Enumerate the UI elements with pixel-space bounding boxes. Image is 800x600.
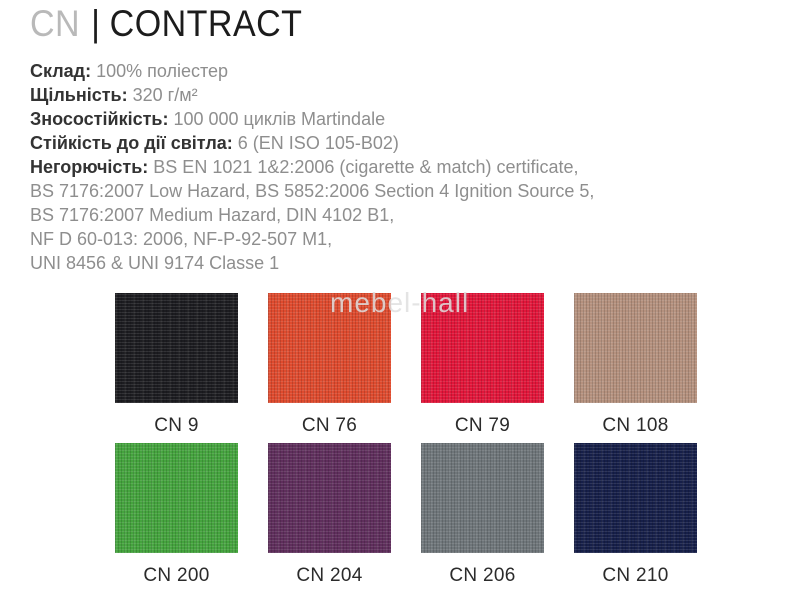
swatch: CN 204 <box>268 443 391 593</box>
swatch: CN 108 <box>574 293 697 443</box>
spec-label: Негорючість: <box>30 157 154 177</box>
swatch: CN 9 <box>115 293 238 443</box>
spec-line: Склад: 100% поліестер <box>30 59 670 83</box>
spec-label: Зносостійкість: <box>30 109 174 129</box>
swatch-sample <box>574 443 697 553</box>
swatch-code: CN 76 <box>301 415 358 436</box>
swatch-sample <box>421 443 544 553</box>
swatch-code: CN 9 <box>154 415 199 436</box>
swatch-sample <box>115 293 238 403</box>
spec-line: Негорючість: BS EN 1021 1&2:2006 (cigare… <box>30 155 670 179</box>
spec-label: Щільність: <box>30 85 133 105</box>
spec-label: Склад: <box>30 61 97 81</box>
page-title: CN | CONTRACT <box>30 4 302 44</box>
swatch-code: CN 206 <box>449 565 516 586</box>
swatch-sample <box>421 293 544 403</box>
swatch-sample <box>115 443 238 553</box>
spec-value: 320 г/м² <box>132 85 198 105</box>
spec-line: Щільність: 320 г/м² <box>30 83 670 107</box>
title-separator: | <box>91 3 101 44</box>
spec-line: UNI 8456 & UNI 9174 Classe 1 <box>30 251 670 275</box>
spec-label: Стійкість до дії світла: <box>30 133 238 153</box>
spec-value: UNI 8456 & UNI 9174 Classe 1 <box>30 253 280 273</box>
spec-value: BS 7176:2007 Low Hazard, BS 5852:2006 Se… <box>30 181 595 201</box>
spec-value: BS 7176:2007 Medium Hazard, DIN 4102 B1, <box>30 205 395 225</box>
swatch-code: CN 79 <box>454 415 511 436</box>
swatch-code: CN 210 <box>602 565 669 586</box>
swatch-sample <box>268 443 391 553</box>
swatch: CN 200 <box>115 443 238 593</box>
spec-value: 100 000 циклів Martindale <box>173 109 386 129</box>
spec-value: NF D 60-013: 2006, NF-P-92-507 M1, <box>30 229 333 249</box>
spec-line: NF D 60-013: 2006, NF-P-92-507 M1, <box>30 227 670 251</box>
spec-line: BS 7176:2007 Low Hazard, BS 5852:2006 Se… <box>30 179 670 203</box>
swatch-grid: CN 9 CN 76 CN 79 CN 108 CN 200 CN 204 CN… <box>115 293 697 593</box>
collection-code: CN <box>30 3 81 44</box>
spec-value: BS EN 1021 1&2:2006 (cigarette & match) … <box>153 157 579 177</box>
spec-list: Склад: 100% поліестер Щільність: 320 г/м… <box>30 59 670 275</box>
swatch: CN 76 <box>268 293 391 443</box>
swatch: CN 79 <box>421 293 544 443</box>
swatch-code: CN 108 <box>602 415 669 436</box>
swatch: CN 210 <box>574 443 697 593</box>
spec-value: 100% поліестер <box>96 61 229 81</box>
swatch-sample <box>574 293 697 403</box>
spec-value: 6 (EN ISO 105-B02) <box>237 133 399 153</box>
spec-line: Зносостійкість: 100 000 циклів Martindal… <box>30 107 670 131</box>
collection-name: CONTRACT <box>109 3 303 44</box>
spec-line: Стійкість до дії світла: 6 (EN ISO 105-B… <box>30 131 670 155</box>
spec-line: BS 7176:2007 Medium Hazard, DIN 4102 B1, <box>30 203 670 227</box>
swatch-code: CN 204 <box>296 565 363 586</box>
swatch: CN 206 <box>421 443 544 593</box>
swatch-code: CN 200 <box>143 565 210 586</box>
swatch-sample <box>268 293 391 403</box>
